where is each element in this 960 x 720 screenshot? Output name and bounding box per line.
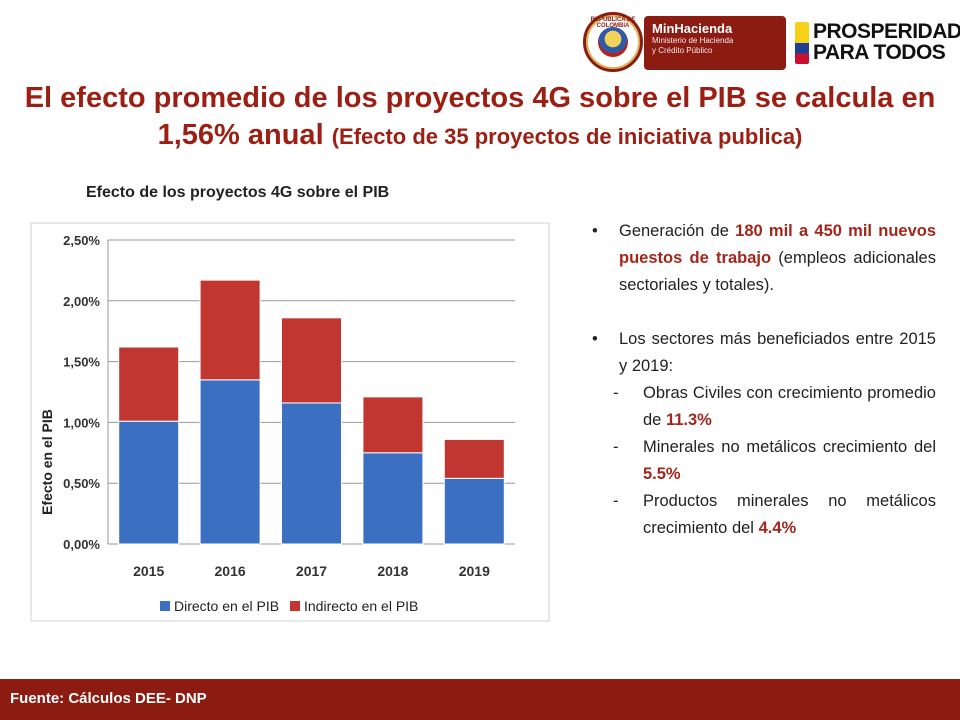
bullet-list: • Generación de 180 mil a 450 mil nuevos…	[590, 218, 936, 542]
y-tick-label: 2,00%	[63, 294, 100, 309]
y-tick-label: 0,50%	[63, 476, 100, 491]
x-tick-label: 2017	[296, 563, 327, 579]
footer-bar: Fuente: Cálculos DEE- DNP	[0, 679, 960, 720]
chart-legend: Directo en el PIB Indirecto en el PIB	[160, 598, 418, 614]
x-tick-label: 2016	[215, 563, 246, 579]
y-axis-label: Efecto en el PIB	[39, 409, 55, 515]
dash-icon: -	[613, 438, 619, 456]
bar-directo-2016	[199, 379, 261, 545]
dash-icon: -	[613, 492, 619, 510]
y-tick-labels: 0,00% 0,50% 1,00% 1,50% 2,00% 2,50%	[63, 233, 100, 552]
bullet-sectors-text: Los sectores más beneficiados entre 2015…	[619, 330, 936, 375]
bar-directo-2015	[118, 420, 180, 545]
ministry-line2: y Crédito Público	[652, 46, 713, 55]
sub-item-value: 5.5%	[643, 465, 681, 483]
y-tick-label: 0,00%	[63, 537, 100, 552]
bullet-jobs-highlight: 180 mil a 450 mil nuevos puestos de trab…	[619, 222, 937, 267]
colombia-flag-icon	[795, 22, 809, 64]
legend-swatch	[290, 601, 300, 611]
bar-directo-2019	[443, 477, 505, 545]
x-tick-label: 2015	[133, 563, 164, 579]
prosperity-line2: PARA TODOS	[813, 41, 946, 64]
bullet-jobs: • Generación de 180 mil a 450 mil nuevos…	[590, 218, 936, 299]
y-tick-label: 2,50%	[63, 233, 100, 248]
stacked-bar-chart: 0,00%0,50%1,00%1,50%2,00%2,50% 2015 2016 2…	[30, 222, 550, 622]
sub-item-obras: - Obras Civiles con crecimiento promedio…	[590, 380, 936, 434]
sub-item-value: 11.3%	[665, 411, 712, 429]
prosperity-line1: PROSPERIDAD	[813, 20, 960, 43]
minhacienda-logo: MinHacienda Ministerio de Hacienda y Cré…	[644, 16, 786, 70]
title-parenthetical: (Efecto de 35 proyectos de iniciativa pu…	[331, 124, 803, 149]
sub-item-value: 4.4%	[758, 519, 797, 537]
bar-directo-2018	[362, 452, 424, 545]
y-tick-label: 1,50%	[63, 355, 100, 370]
chart-title: Efecto de los proyectos 4G sobre el PIB	[86, 184, 390, 201]
x-tick-label: 2018	[377, 563, 408, 579]
x-tick-labels: 2015 2016 2017 2018 2019	[133, 563, 490, 579]
chart-border	[30, 222, 550, 622]
title-main: El efecto promedio de los proyectos 4G s…	[24, 82, 936, 151]
bullet-icon: •	[592, 330, 598, 348]
page-title: El efecto promedio de los proyectos 4G s…	[10, 80, 950, 155]
x-tick-label: 2019	[459, 563, 490, 579]
bar-directo-2017	[281, 402, 342, 545]
colombia-seal-logo: REPÚBLICA DE COLOMBIA	[583, 12, 643, 72]
bars	[118, 279, 505, 545]
legend-swatch	[160, 601, 170, 611]
sub-item-text: Minerales no metálicos crecimiento del	[643, 438, 936, 456]
ministry-line1: Ministerio de Hacienda	[652, 36, 734, 45]
legend-label: Directo en el PIB	[174, 598, 279, 614]
bar-indirecto-2016	[199, 279, 261, 381]
prosperidad-logo: PROSPERIDAD PARA TODOS	[795, 20, 960, 68]
y-tick-label: 1,00%	[63, 415, 100, 430]
sub-item-text: Obras Civiles con crecimiento promedio d…	[643, 384, 936, 429]
legend-label: Indirecto en el PIB	[304, 598, 418, 614]
bullet-jobs-text-end: (empleos adicionales sectoriales y total…	[619, 249, 936, 294]
seal-text: REPÚBLICA DE COLOMBIA	[590, 17, 636, 29]
sub-item-text: Productos minerales no metálicos crecimi…	[643, 492, 936, 537]
coat-of-arms-icon	[598, 27, 628, 57]
sub-item-minerales: - Minerales no metálicos crecimiento del…	[590, 434, 936, 488]
bar-indirecto-2018	[362, 396, 424, 454]
ministry-name: MinHacienda	[652, 21, 733, 36]
bar-indirecto-2019	[443, 438, 505, 479]
sub-item-productos: - Productos minerales no metálicos creci…	[590, 488, 936, 542]
bullet-jobs-text: Generación de	[619, 222, 736, 240]
bar-indirecto-2017	[281, 317, 342, 404]
dash-icon: -	[613, 384, 619, 402]
bar-indirecto-2015	[118, 346, 180, 422]
source-note: Fuente: Cálculos DEE- DNP	[10, 690, 207, 707]
bullet-icon: •	[592, 222, 598, 240]
bullet-sectors: • Los sectores más beneficiados entre 20…	[590, 326, 936, 380]
